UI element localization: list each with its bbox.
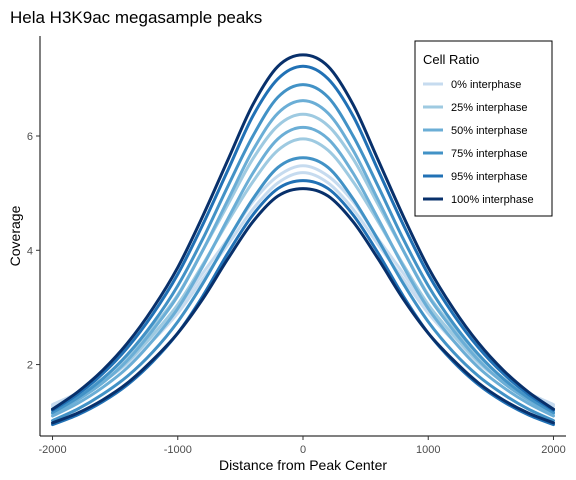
- x-tick-label: 0: [300, 444, 306, 456]
- legend-label: 95% interphase: [451, 171, 527, 183]
- x-tick-label: 2000: [541, 444, 565, 456]
- series-line-0-rep-1: [51, 171, 555, 408]
- x-tick-label: -1000: [164, 444, 192, 456]
- series-line-4-rep-1: [51, 64, 555, 412]
- legend-label: 50% interphase: [451, 125, 527, 137]
- y-tick-label: 4: [27, 245, 33, 257]
- legend-label: 100% interphase: [451, 194, 534, 206]
- legend-title: Cell Ratio: [423, 52, 479, 67]
- series-line-5-rep-0: [51, 187, 555, 425]
- y-axis-title: Coverage: [7, 205, 23, 266]
- legend-label: 25% interphase: [451, 102, 527, 114]
- y-tick-label: 2: [27, 360, 33, 372]
- axes: -2000 -1000 0 1000 2000 2 4 6: [27, 131, 566, 456]
- series-line-5-rep-1: [51, 53, 555, 411]
- x-tick-label: 1000: [416, 444, 440, 456]
- series-line-3-rep-1: [51, 83, 555, 415]
- series-line-4-rep-0: [51, 179, 555, 427]
- y-tick-label: 6: [27, 131, 33, 143]
- chart-title: Hela H3K9ac megasample peaks: [10, 8, 262, 27]
- x-axis-title: Distance from Peak Center: [219, 457, 387, 473]
- series-line-1-rep-0: [51, 137, 555, 412]
- series-line-3-rep-0: [51, 156, 555, 423]
- legend-label: 75% interphase: [451, 148, 527, 160]
- legend: Cell Ratio 0% interphase 25% interphase 50…: [414, 40, 553, 217]
- x-tick-label: -2000: [38, 444, 66, 456]
- series-line-2-rep-0: [51, 125, 555, 418]
- legend-label: 0% interphase: [451, 79, 521, 91]
- plot-area: [51, 53, 555, 427]
- series-line-2-rep-1: [51, 99, 555, 416]
